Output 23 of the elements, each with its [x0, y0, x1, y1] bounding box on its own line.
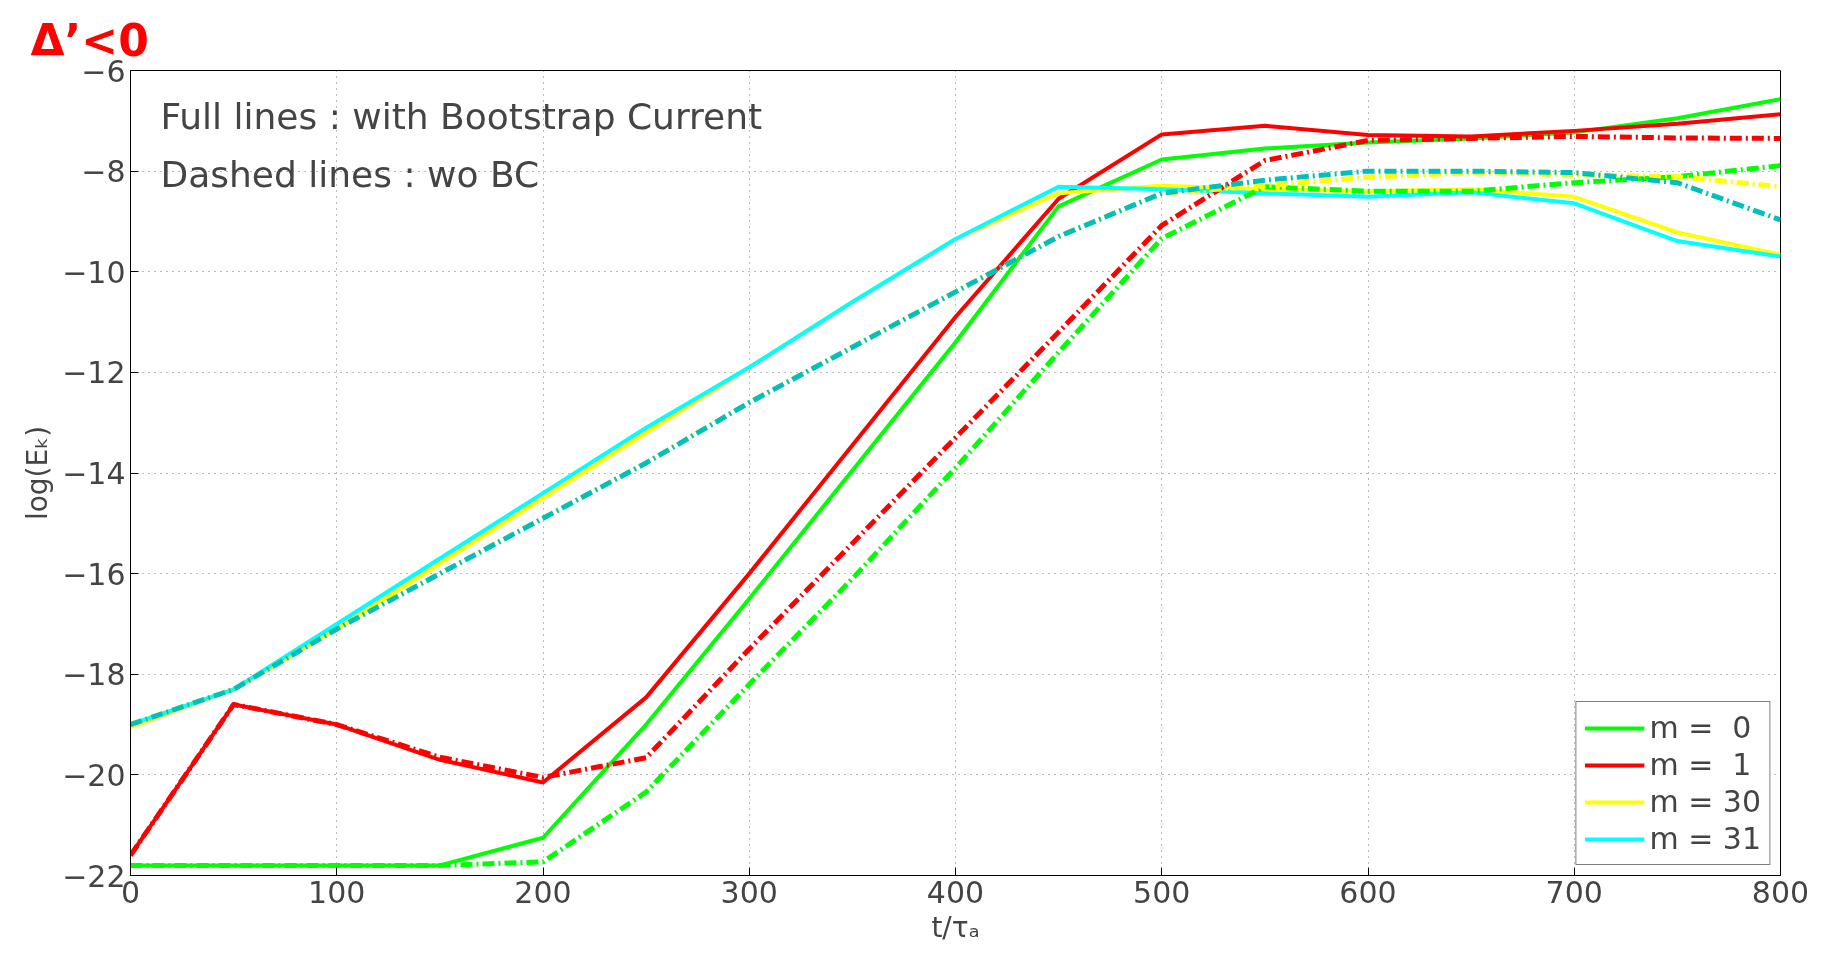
y-tick-label: −16: [62, 556, 126, 592]
y-tick-label: −20: [62, 757, 126, 793]
legend-label: m = 0: [1649, 710, 1752, 745]
annotation: Full lines : with Bootstrap Current: [160, 95, 763, 137]
y-tick-label: −10: [62, 254, 126, 290]
legend-label: m = 30: [1649, 784, 1761, 819]
x-tick-label: 400: [926, 874, 985, 910]
y-tick-label: −18: [62, 657, 126, 693]
y-tick-label: −14: [62, 456, 126, 491]
x-tick-label: 600: [1339, 874, 1397, 910]
x-tick-label: 100: [308, 874, 366, 910]
x-axis-title: t/τₐ: [931, 910, 980, 944]
y-tick-label: −12: [62, 355, 126, 391]
y-tick-label: −8: [81, 154, 126, 190]
annotation: Dashed lines : wo BC: [160, 153, 540, 195]
legend-label: m = 1: [1649, 747, 1752, 782]
x-tick-label: 500: [1133, 874, 1191, 910]
y-axis-title: log(Eₖ): [21, 425, 55, 521]
x-tick-label: 700: [1545, 874, 1603, 910]
x-tick-label: 300: [720, 874, 778, 910]
legend-label: m = 31: [1649, 821, 1761, 856]
x-tick-label: 800: [1751, 874, 1810, 910]
x-tick-label: 200: [514, 874, 572, 910]
